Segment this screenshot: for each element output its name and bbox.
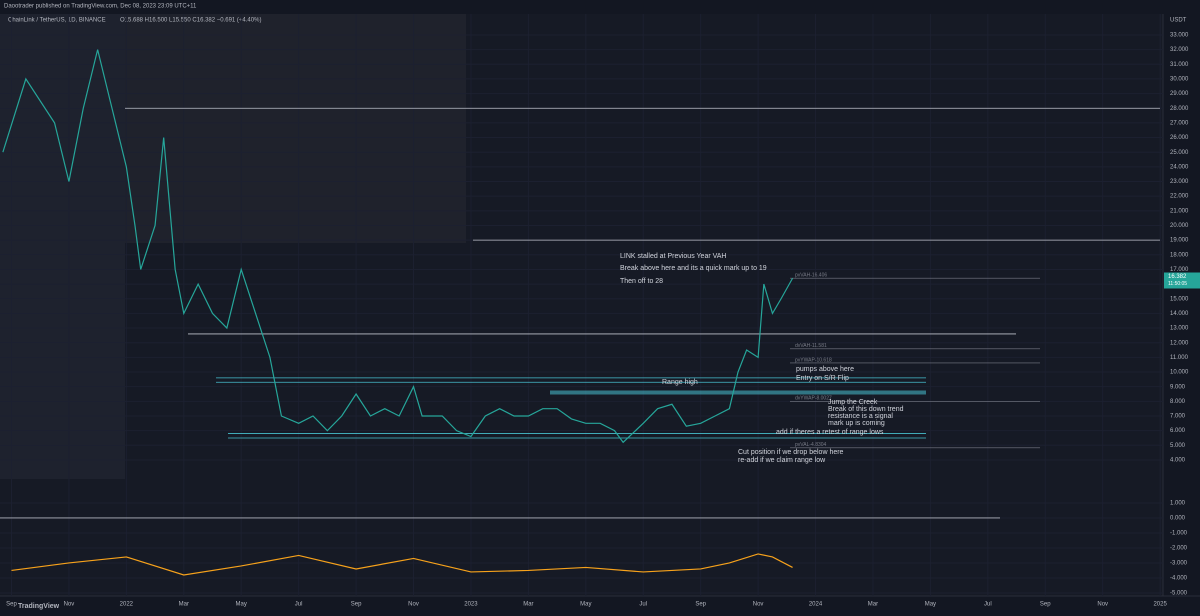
y-tick-label: 21.000	[1170, 208, 1189, 214]
y-tick-label: 6.000	[1170, 428, 1186, 434]
price-tag-label: 16.382	[1168, 274, 1187, 280]
x-tick-label: Jul	[984, 602, 992, 608]
y-tick-label: 14.000	[1170, 311, 1189, 317]
brand: TradingView	[18, 603, 60, 610]
profile-level-label: dvVAH-11.581	[795, 343, 827, 349]
x-tick-label: Nov	[753, 602, 764, 608]
annotation: Entry on S/R Flip	[796, 375, 849, 382]
x-tick-label: May	[925, 602, 936, 608]
countdown: 11:50:05	[1168, 281, 1187, 287]
symbol: ChainLink / TetherUS, 1D, BINANCE	[8, 18, 106, 24]
profile-level-label: dvYWAP-8.0027	[795, 396, 832, 402]
profile-level-label: pvYWAP-10.618	[795, 357, 832, 363]
y-tick-label: -4.000	[1170, 576, 1188, 582]
x-tick-label: Nov	[1097, 602, 1108, 608]
y-tick-label: 31.000	[1170, 62, 1189, 68]
y-tick-label: 23.000	[1170, 179, 1189, 185]
annotation: Break above here and its a quick mark up…	[620, 265, 767, 272]
annotation: pumps above here	[796, 366, 854, 373]
y-tick-label: 33.000	[1170, 33, 1189, 39]
y-tick-label: 30.000	[1170, 77, 1189, 83]
y-tick-label: -5.000	[1170, 591, 1188, 597]
y-tick-label: 0.000	[1170, 516, 1186, 522]
annotation: Cut position if we drop below here	[738, 449, 844, 456]
annotation: LINK stalled at Previous Year VAH	[620, 253, 726, 260]
y-tick-label: 10.000	[1170, 370, 1189, 376]
x-tick-label: Mar	[523, 602, 533, 608]
annotation: Range high	[662, 379, 698, 386]
x-tick-label: May	[236, 602, 247, 608]
range-box	[125, 14, 466, 243]
price-line	[2, 49, 794, 444]
y-tick-label: 29.000	[1170, 91, 1189, 97]
x-tick-label: Jul	[295, 602, 303, 608]
y-tick-label: 17.000	[1170, 267, 1189, 273]
price-tag	[1164, 272, 1200, 289]
x-tick-label: Mar	[179, 602, 189, 608]
x-tick-label: Nov	[408, 602, 419, 608]
x-tick-label: May	[580, 602, 591, 608]
y-tick-label: 4.000	[1170, 458, 1186, 464]
x-tick-label: Jul	[639, 602, 647, 608]
x-tick-label: 2024	[809, 602, 823, 608]
currency: USDT	[1170, 18, 1187, 24]
y-tick-label: -2.000	[1170, 546, 1188, 552]
x-tick-label: 2025	[1153, 602, 1167, 608]
annotation: re-add if we claim range low	[738, 457, 826, 464]
y-tick-label: 7.000	[1170, 414, 1186, 420]
y-tick-label: 25.000	[1170, 150, 1189, 156]
y-tick-label: 1.000	[1170, 501, 1186, 507]
annotation: add if theres a retest of range lows	[776, 429, 884, 436]
x-tick-label: 2022	[120, 602, 134, 608]
x-tick-label: Sep	[6, 602, 17, 608]
y-tick-label: 19.000	[1170, 238, 1189, 244]
price-line	[11, 553, 793, 576]
y-tick-label: 8.000	[1170, 399, 1186, 405]
x-tick-label: Sep	[695, 602, 706, 608]
x-tick-label: 2023	[464, 602, 478, 608]
x-tick-label: Mar	[868, 602, 878, 608]
y-tick-label: 15.000	[1170, 296, 1189, 302]
y-tick-label: 22.000	[1170, 194, 1189, 200]
y-tick-label: 20.000	[1170, 223, 1189, 229]
annotation: Jump the Creek	[828, 399, 878, 406]
y-tick-label: 24.000	[1170, 164, 1189, 170]
y-tick-label: 27.000	[1170, 120, 1189, 126]
ohlc: O15.688 H16.500 L15.550 C16.382 −0.691 (…	[120, 18, 261, 24]
annotation: resistance is a signal	[828, 413, 893, 420]
y-tick-label: 26.000	[1170, 135, 1189, 141]
profile-level-label: pvVAL-4.8304	[795, 442, 827, 448]
x-tick-label: Nov	[64, 602, 75, 608]
annotation: Then off to 28	[620, 278, 663, 285]
y-tick-label: 9.000	[1170, 384, 1186, 390]
y-tick-label: -3.000	[1170, 561, 1188, 567]
publisher: Daootrader published on TradingView.com,…	[4, 4, 197, 10]
x-tick-label: Sep	[1040, 602, 1051, 608]
profile-level-label: pvVAH-16.406	[795, 272, 827, 278]
y-tick-label: 28.000	[1170, 106, 1189, 112]
annotation: Break of this down trend	[828, 406, 904, 413]
y-tick-label: -1.000	[1170, 531, 1188, 537]
y-tick-label: 13.000	[1170, 326, 1189, 332]
y-tick-label: 5.000	[1170, 443, 1186, 449]
y-tick-label: 11.000	[1170, 355, 1189, 361]
y-tick-label: 18.000	[1170, 252, 1189, 258]
annotation: mark up is coming	[828, 420, 885, 427]
y-tick-label: 12.000	[1170, 340, 1189, 346]
y-tick-label: 32.000	[1170, 47, 1189, 53]
x-tick-label: Sep	[351, 602, 362, 608]
